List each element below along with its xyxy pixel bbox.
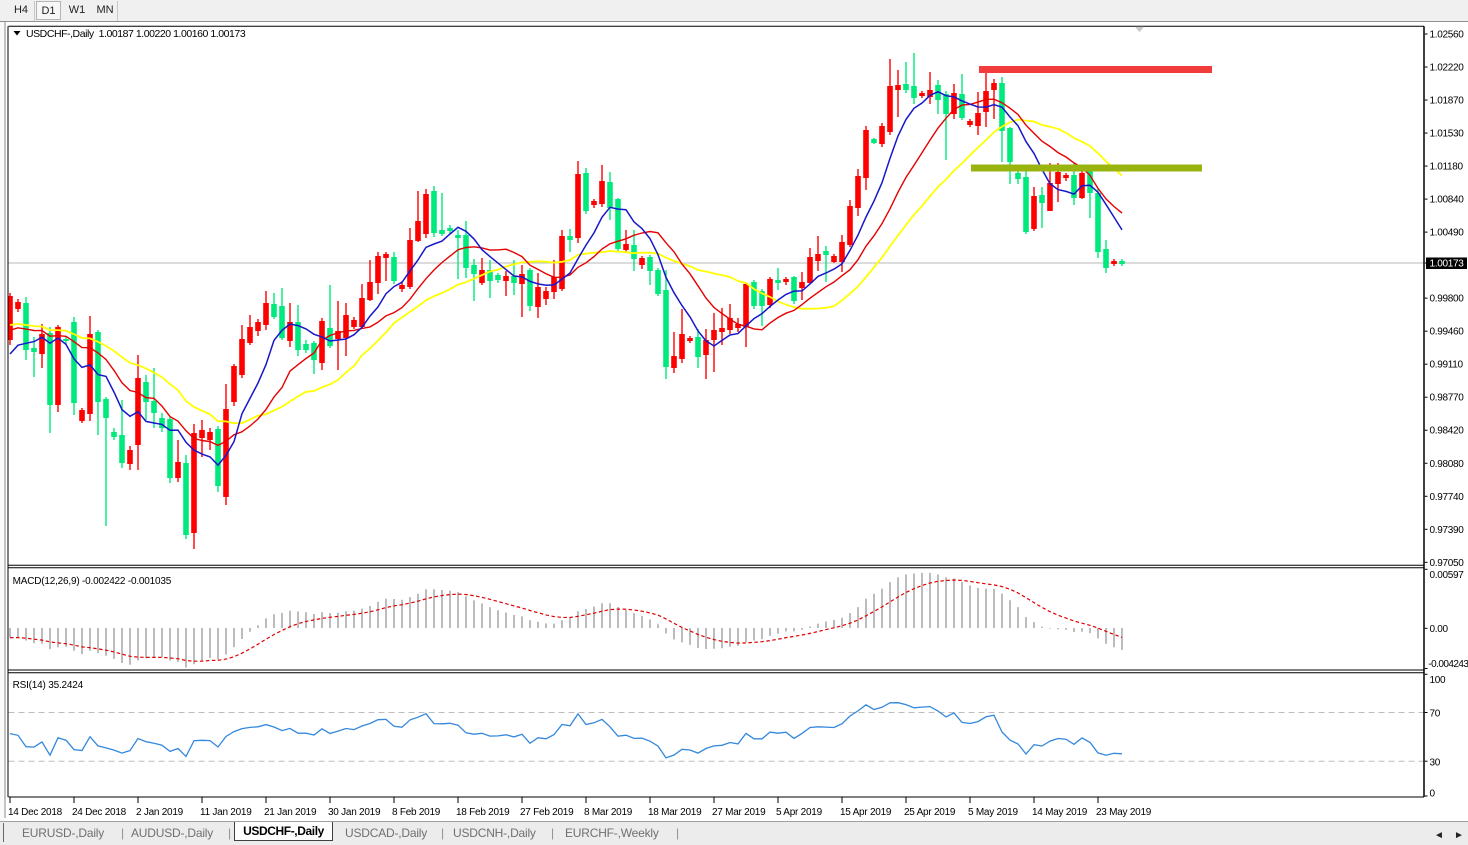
- svg-text:0.99460: 0.99460: [1430, 327, 1465, 338]
- svg-text:8 Mar 2019: 8 Mar 2019: [584, 807, 633, 818]
- svg-text:24 Dec 2018: 24 Dec 2018: [72, 807, 127, 818]
- svg-text:15 Apr 2019: 15 Apr 2019: [840, 807, 892, 818]
- svg-text:14 Dec 2018: 14 Dec 2018: [8, 807, 63, 818]
- svg-text:0.98770: 0.98770: [1430, 393, 1465, 404]
- svg-text:0.97050: 0.97050: [1430, 558, 1465, 569]
- svg-text:1.00840: 1.00840: [1430, 195, 1465, 206]
- svg-text:21 Jan 2019: 21 Jan 2019: [264, 807, 317, 818]
- svg-text:70: 70: [1430, 709, 1441, 720]
- svg-text:23 May 2019: 23 May 2019: [1096, 807, 1152, 818]
- svg-text:RSI(14) 35.2424: RSI(14) 35.2424: [13, 680, 84, 691]
- svg-text:0: 0: [1430, 788, 1436, 799]
- svg-text:11 Jan 2019: 11 Jan 2019: [200, 807, 252, 818]
- svg-text:1.02560: 1.02560: [1430, 30, 1465, 41]
- svg-text:25 Apr 2019: 25 Apr 2019: [904, 807, 956, 818]
- svg-text:0.97740: 0.97740: [1430, 492, 1465, 503]
- svg-text:0.97390: 0.97390: [1430, 525, 1465, 536]
- svg-text:30: 30: [1430, 758, 1441, 769]
- svg-text:0.99110: 0.99110: [1430, 360, 1464, 371]
- svg-text:1.02220: 1.02220: [1430, 63, 1465, 74]
- svg-text:27 Feb 2019: 27 Feb 2019: [520, 807, 574, 818]
- svg-text:1.01180: 1.01180: [1430, 162, 1464, 173]
- svg-text:5 May 2019: 5 May 2019: [968, 807, 1018, 818]
- svg-text:30 Jan 2019: 30 Jan 2019: [328, 807, 381, 818]
- svg-text:5 Apr 2019: 5 Apr 2019: [776, 807, 823, 818]
- svg-text:2 Jan 2019: 2 Jan 2019: [136, 807, 184, 818]
- svg-text:0.98080: 0.98080: [1430, 459, 1465, 470]
- svg-text:8 Feb 2019: 8 Feb 2019: [392, 807, 441, 818]
- svg-text:18 Feb 2019: 18 Feb 2019: [456, 807, 510, 818]
- svg-text:27 Mar 2019: 27 Mar 2019: [712, 807, 766, 818]
- svg-text:14 May 2019: 14 May 2019: [1032, 807, 1088, 818]
- svg-text:0.00: 0.00: [1430, 624, 1449, 635]
- svg-text:USDCHF-,Daily 1.00187 1.00220: USDCHF-,Daily 1.00187 1.00220 1.00160 1.…: [26, 28, 246, 40]
- svg-text:1.00173: 1.00173: [1430, 259, 1465, 270]
- svg-text:0.99800: 0.99800: [1430, 294, 1465, 305]
- svg-text:MACD(12,26,9) -0.002422 -0.001: MACD(12,26,9) -0.002422 -0.001035: [13, 576, 172, 587]
- svg-text:1.01530: 1.01530: [1430, 129, 1465, 140]
- svg-text:0.00597: 0.00597: [1430, 570, 1465, 581]
- svg-text:100: 100: [1430, 675, 1447, 686]
- svg-text:1.00490: 1.00490: [1430, 228, 1465, 239]
- svg-text:18 Mar 2019: 18 Mar 2019: [648, 807, 702, 818]
- svg-text:1.01870: 1.01870: [1430, 96, 1465, 107]
- svg-text:0.98420: 0.98420: [1430, 426, 1465, 437]
- svg-text:-0.004243: -0.004243: [1428, 659, 1468, 670]
